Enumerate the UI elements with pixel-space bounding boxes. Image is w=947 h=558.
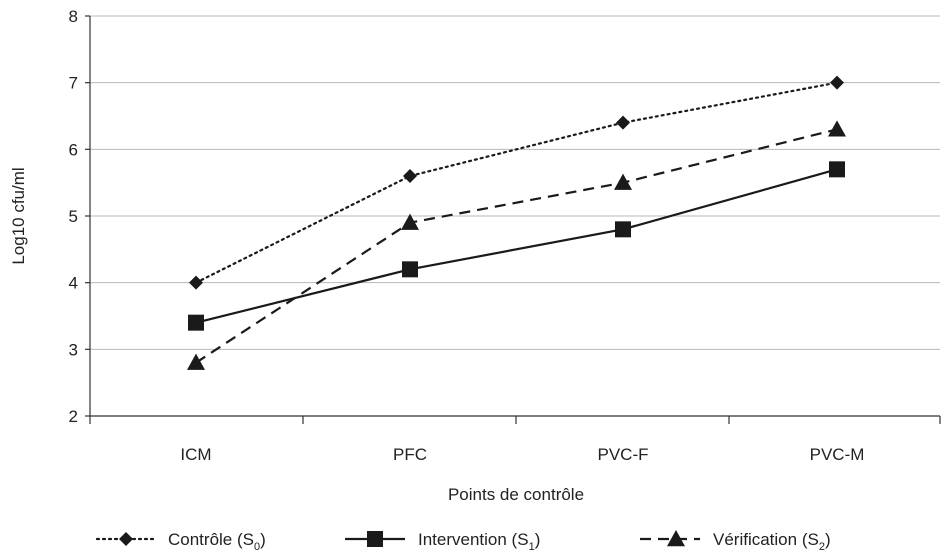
series-line <box>195 168 838 324</box>
data-point <box>403 169 417 183</box>
axes: 2 3 4 5 6 7 8 ICM PFC PVC-F PVC-M <box>69 7 941 464</box>
data-point <box>614 173 632 190</box>
legend-label: Contrôle (S0) <box>168 530 266 553</box>
y-tick-label: 5 <box>69 207 78 226</box>
legend-marker <box>119 532 133 546</box>
legend-item-2: Intervention (S1) <box>345 530 540 553</box>
legend-marker <box>667 530 685 547</box>
y-axis-title: Log10 cfu/ml <box>9 167 28 264</box>
legend: Contrôle (S0) Intervention (S1) Vérificati… <box>95 530 831 553</box>
data-point <box>829 161 845 178</box>
legend-label: Vérification (S2) <box>713 530 831 553</box>
x-tick-label: ICM <box>180 445 211 464</box>
y-tick-label: 2 <box>69 407 78 426</box>
legend-marker <box>367 531 383 547</box>
data-point <box>402 261 418 278</box>
y-tick-label: 3 <box>69 340 78 359</box>
data-point <box>615 221 631 238</box>
series-2 <box>188 161 845 331</box>
legend-item-1: Contrôle (S0) <box>95 530 266 553</box>
y-tick-label: 4 <box>69 274 78 293</box>
series-line <box>194 81 839 284</box>
series-group <box>187 75 846 370</box>
y-tick-label: 8 <box>69 7 78 26</box>
x-tick-label: PVC-M <box>810 445 865 464</box>
data-point <box>828 120 846 137</box>
legend-item-3: Vérification (S2) <box>640 530 831 553</box>
legend-label: Intervention (S1) <box>418 530 540 553</box>
x-tick-label: PFC <box>393 445 427 464</box>
data-point <box>189 275 203 290</box>
y-tick-label: 6 <box>69 140 78 159</box>
data-point <box>830 75 844 90</box>
series-3 <box>187 120 846 370</box>
series-1 <box>189 75 844 290</box>
series-line <box>195 128 838 364</box>
x-axis-title: Points de contrôle <box>448 485 584 504</box>
data-point <box>401 213 419 230</box>
data-point <box>188 314 204 331</box>
data-point <box>187 353 205 370</box>
y-tick-label: 7 <box>69 74 78 93</box>
gridlines <box>90 15 940 350</box>
data-point <box>616 115 630 130</box>
x-tick-label: PVC-F <box>598 445 649 464</box>
